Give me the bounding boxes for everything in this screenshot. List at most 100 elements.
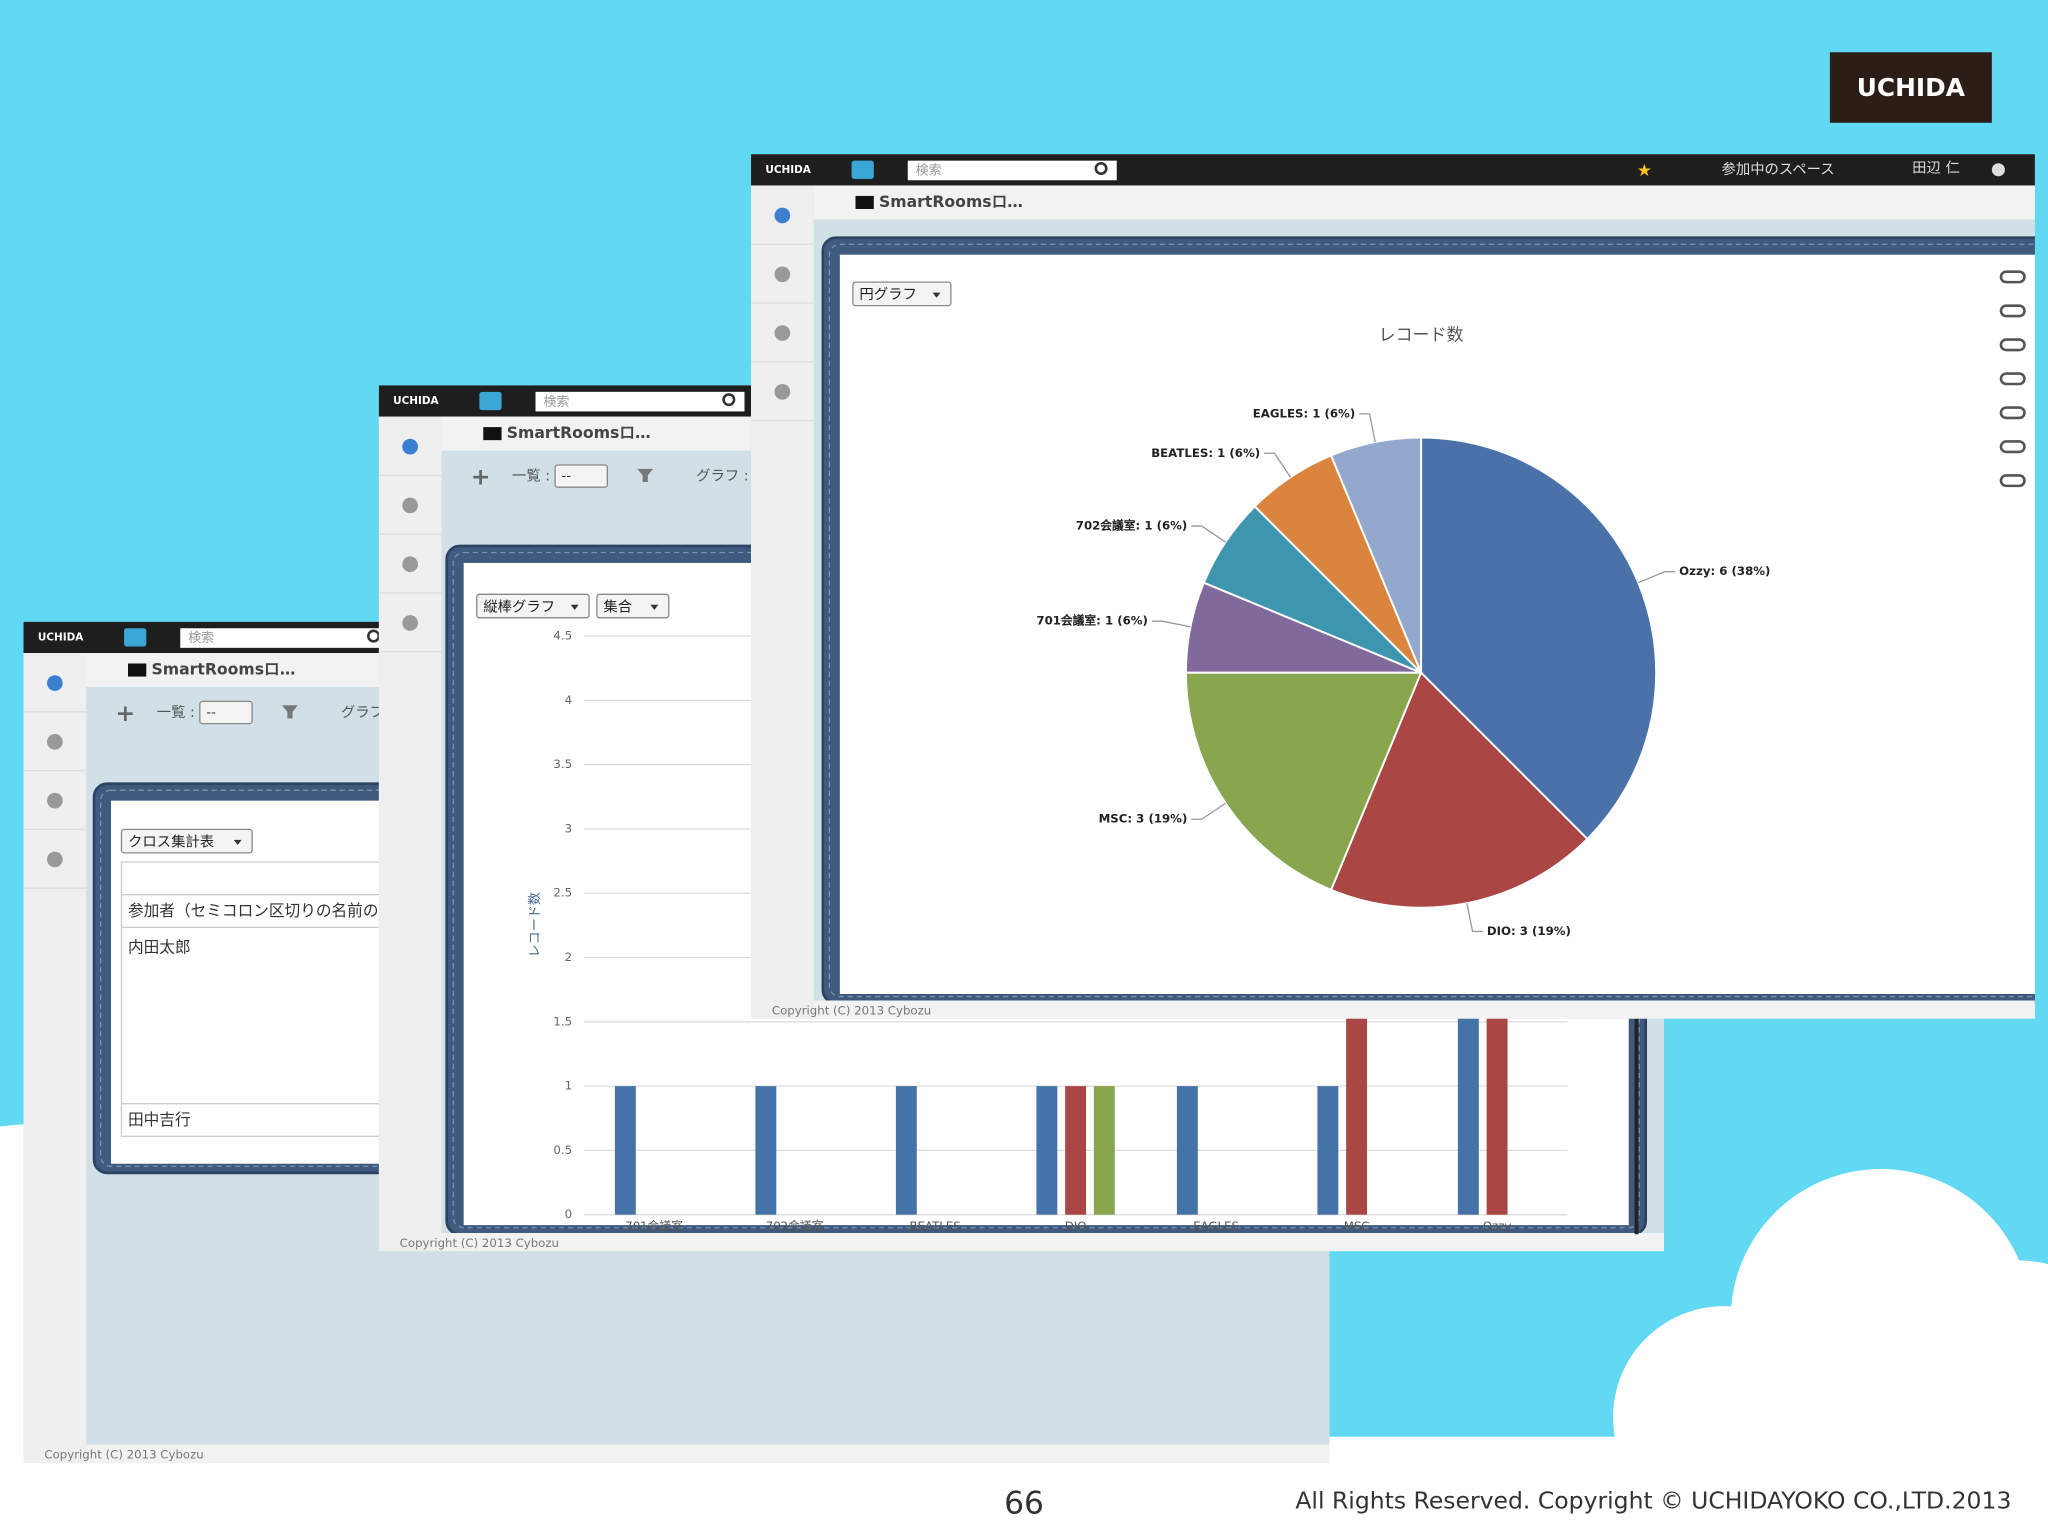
sidebar-icon <box>47 734 63 750</box>
gear <box>1991 163 2005 177</box>
sidebar-icon <box>402 556 418 573</box>
dropdown-arrow <box>932 292 941 298</box>
list-select <box>554 464 608 488</box>
list-value: -- <box>562 469 572 484</box>
dropdown-label: クロス集計表 <box>128 833 214 850</box>
app-icon <box>124 628 147 647</box>
sidebar-icon <box>402 438 418 455</box>
breadcrumb-icon <box>483 427 502 441</box>
spiral-ring <box>1999 406 2026 420</box>
search-box <box>180 628 390 648</box>
x-tick-label: Ozzy <box>1483 1219 1512 1233</box>
data-label: BEATLES: 1 (6%) <box>1151 446 1260 460</box>
y-tick-label: 3.5 <box>553 757 572 771</box>
bar <box>614 1086 636 1215</box>
user-menu: 田辺 仁 <box>1912 159 1960 176</box>
brand: UCHIDA <box>765 164 811 176</box>
list-label: 一覧 : <box>157 704 195 721</box>
x-tick-label: EAGLES <box>1193 1219 1239 1233</box>
y-tick-label: 4.5 <box>553 629 572 643</box>
chart-title: レコード数 <box>1379 326 1464 346</box>
sidebar-icon <box>47 792 63 809</box>
bar <box>755 1086 777 1215</box>
breadcrumb: SmartRoomsロ… <box>879 192 1023 211</box>
sidebar-icon <box>774 384 791 400</box>
footer-bar <box>86 1444 1330 1463</box>
y-axis-label: レコード数 <box>528 892 543 957</box>
x-tick-label: 701会議室 <box>625 1219 683 1233</box>
dropdown <box>120 828 253 854</box>
y-tick-label: 3 <box>565 821 572 835</box>
spaces-menu: 参加中のスペース <box>1721 161 1834 178</box>
sidebar <box>751 185 814 1019</box>
x-tick-label: MSC <box>1344 1219 1370 1233</box>
add-button: + <box>116 699 136 727</box>
brand: UCHIDA <box>393 395 439 407</box>
breadcrumb-icon <box>128 663 147 677</box>
table-cell: 内田太郎 <box>128 938 191 957</box>
table-header: 参加者（セミコロン区切りの名前の <box>128 901 379 920</box>
breadcrumb: SmartRoomsロ… <box>152 660 296 679</box>
graph-label: グラフ : <box>696 468 748 485</box>
list-label: 一覧 : <box>512 468 550 485</box>
label-connector <box>1466 903 1483 933</box>
y-tick-label: 2 <box>565 950 572 964</box>
footer-copyright: All Rights Reserved. Copyright © UCHIDAY… <box>1295 1487 2011 1515</box>
label-connector <box>1359 413 1376 443</box>
window-copyright: Copyright (C) 2013 Cybozu <box>44 1448 203 1462</box>
page-number: 66 <box>1004 1486 1044 1522</box>
dropdown-arrow <box>233 839 242 846</box>
sidebar-icon <box>47 675 63 691</box>
sidebar-icon <box>774 207 791 224</box>
search-icon <box>722 393 736 407</box>
label-connector <box>1151 620 1191 628</box>
label-connector <box>1638 571 1676 584</box>
sidebar-icon <box>402 615 418 631</box>
y-tick-label: 1.5 <box>553 1014 572 1028</box>
add-button: + <box>471 463 491 491</box>
spiral-ring <box>1999 270 2026 284</box>
spiral-ring <box>1999 372 2026 386</box>
sidebar-icon <box>47 851 63 868</box>
label-connector <box>1191 525 1226 543</box>
data-label: 702会議室: 1 (6%) <box>1076 519 1188 533</box>
x-tick-label: DIO <box>1065 1219 1087 1233</box>
dropdown <box>852 281 952 307</box>
bar <box>895 1086 917 1215</box>
spiral-ring <box>1999 304 2026 318</box>
search-placeholder: 検索 <box>543 395 569 410</box>
dropdown-label: 縦棒グラフ <box>483 598 555 615</box>
list-value: -- <box>206 706 216 721</box>
breadcrumb-icon <box>855 195 874 209</box>
data-label: Ozzy: 6 (38%) <box>1679 564 1770 578</box>
sidebar <box>23 653 87 1463</box>
bar <box>1036 1086 1058 1215</box>
notebook-stitch <box>452 551 1640 1229</box>
dropdown <box>476 593 590 619</box>
dropdown-label: 円グラフ <box>859 286 916 303</box>
dropdown-arrow <box>650 604 659 610</box>
dropdown-arrow <box>570 604 579 610</box>
data-label: EAGLES: 1 (6%) <box>1253 406 1356 420</box>
brand: UCHIDA <box>38 631 84 643</box>
search-box <box>907 160 1117 181</box>
window-copyright: Copyright (C) 2013 Cybozu <box>400 1236 559 1250</box>
spiral-ring <box>1999 338 2026 352</box>
window-copyright: Copyright (C) 2013 Cybozu <box>772 1003 931 1017</box>
star: ★ <box>1637 161 1652 181</box>
sidebar-icon <box>774 266 791 283</box>
search-placeholder: 検索 <box>188 631 214 646</box>
notebook-stitch <box>828 243 2035 998</box>
app-window: UCHIDA 検索 ★ 参加中のスペース 田辺 仁 SmartRoomsロ… Copyrig… <box>751 154 2035 1019</box>
breadcrumb: SmartRoomsロ… <box>507 423 651 442</box>
y-tick-label: 2.5 <box>553 886 572 900</box>
bar <box>1065 1086 1087 1215</box>
sidebar-icon <box>402 497 418 514</box>
x-tick-label: BEATLES <box>909 1219 960 1233</box>
data-label: 701会議室: 1 (6%) <box>1036 614 1148 628</box>
logo: UCHIDA <box>1857 73 1966 102</box>
pie-slice <box>1184 671 1423 892</box>
app-icon <box>851 160 874 179</box>
footer-bar <box>813 1000 2035 1019</box>
